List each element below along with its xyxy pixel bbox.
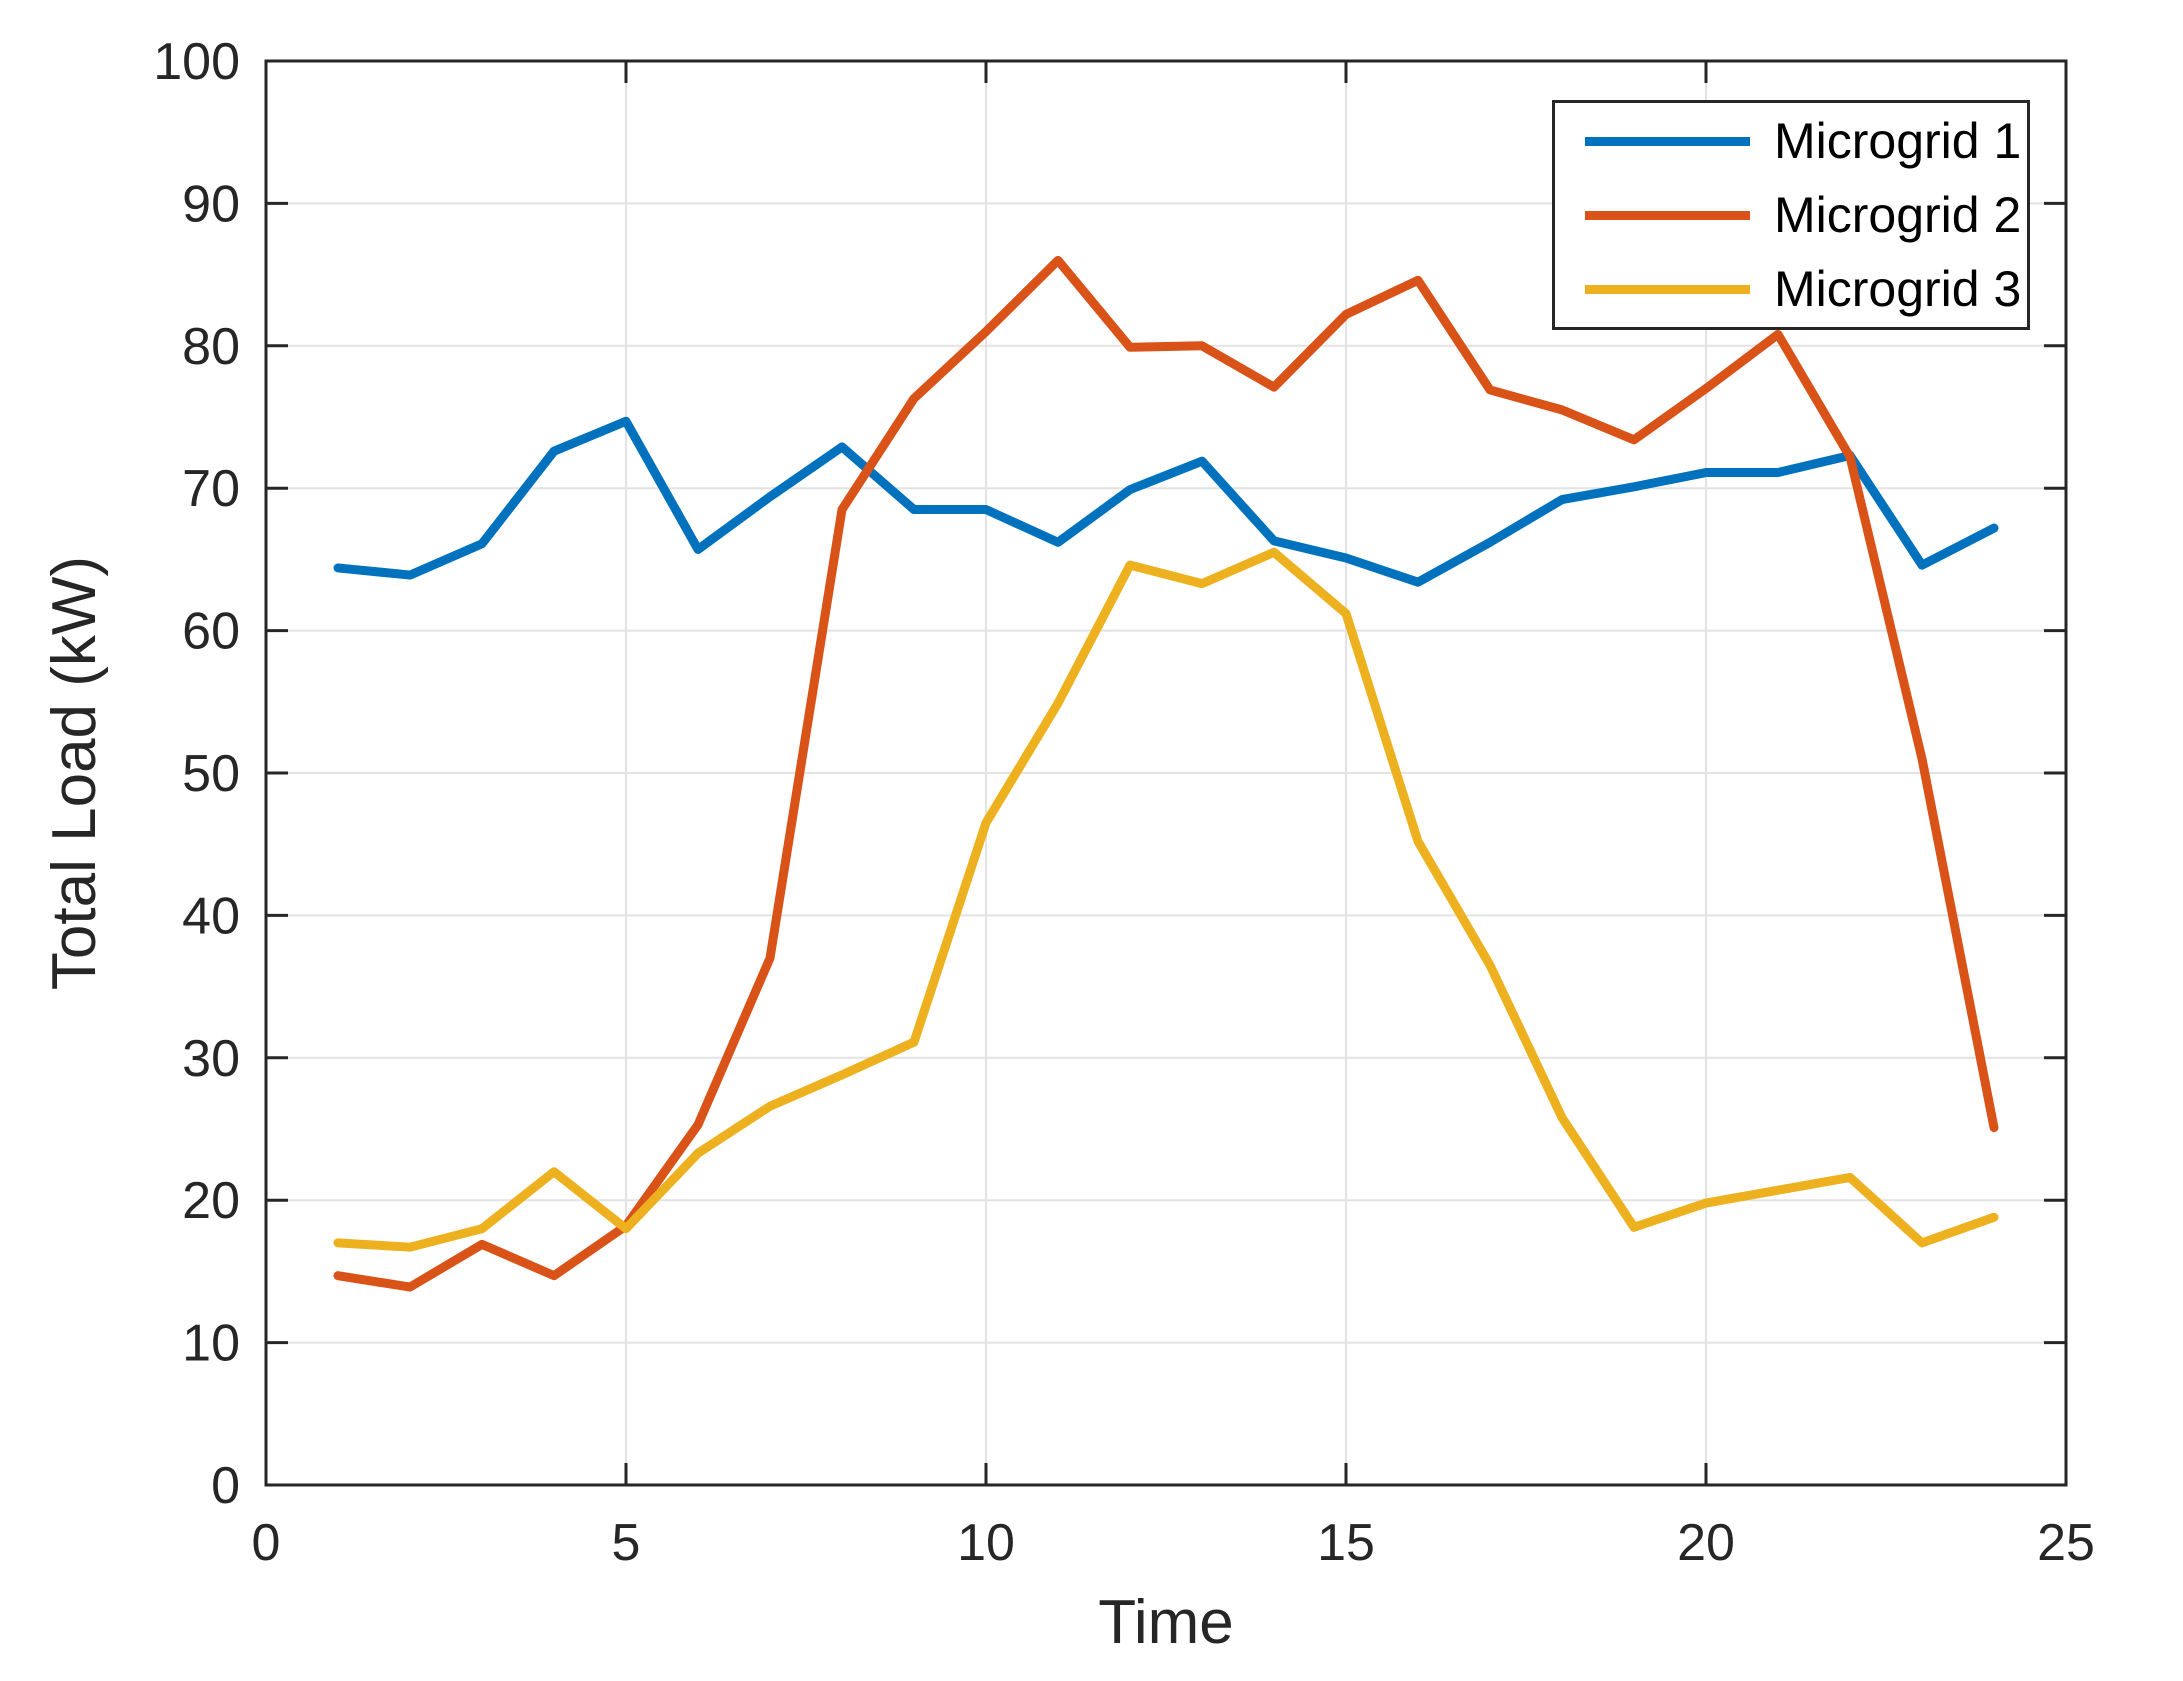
y-tick-label: 70 — [182, 460, 240, 518]
x-tick-label: 20 — [1677, 1514, 1735, 1572]
y-tick-label: 100 — [153, 33, 240, 91]
x-tick-label: 5 — [612, 1514, 641, 1572]
data-series — [333, 255, 1999, 1292]
y-tick-label: 60 — [182, 603, 240, 661]
legend-line-sample-icon — [1585, 284, 1750, 294]
y-tick-label: 90 — [182, 175, 240, 233]
legend-label: Microgrid 2 — [1774, 187, 2022, 243]
legend-entry-microgrid-1: Microgrid 1 — [1585, 116, 2027, 166]
x-tick-label: 10 — [957, 1514, 1015, 1572]
x-tick-label: 15 — [1317, 1514, 1375, 1572]
y-tick-label: 10 — [182, 1315, 240, 1373]
y-tick-label: 0 — [211, 1457, 240, 1515]
series-line-microgrid-1 — [333, 416, 1999, 587]
x-tick-label: 0 — [252, 1514, 281, 1572]
x-axis-label: Time — [1098, 1588, 1233, 1657]
y-tick-label: 50 — [182, 745, 240, 803]
series-line-microgrid-3 — [333, 547, 1999, 1252]
legend-line-sample-icon — [1585, 136, 1750, 146]
x-tick-label: 25 — [2037, 1514, 2095, 1572]
y-axis-label: Total Load (kW) — [40, 556, 109, 990]
legend-entry-microgrid-3: Microgrid 3 — [1585, 264, 2027, 314]
tick-labels: 0 5 10 15 20 25 0 10 20 30 40 50 60 70 80 90 100 — [153, 33, 2095, 1572]
y-tick-label: 30 — [182, 1030, 240, 1088]
y-tick-label: 80 — [182, 318, 240, 376]
legend-label: Microgrid 3 — [1774, 261, 2022, 317]
series-line-microgrid-2 — [333, 255, 1999, 1292]
y-tick-label: 40 — [182, 887, 240, 945]
y-tick-label: 20 — [182, 1172, 240, 1230]
legend-label: Microgrid 1 — [1774, 113, 2022, 169]
legend-entry-microgrid-2: Microgrid 2 — [1585, 190, 2027, 240]
legend-line-sample-icon — [1585, 210, 1750, 220]
legend: Microgrid 1 Microgrid 2 Microgrid 3 — [1552, 100, 2030, 330]
axes-box-and-ticks — [264, 59, 2068, 1487]
